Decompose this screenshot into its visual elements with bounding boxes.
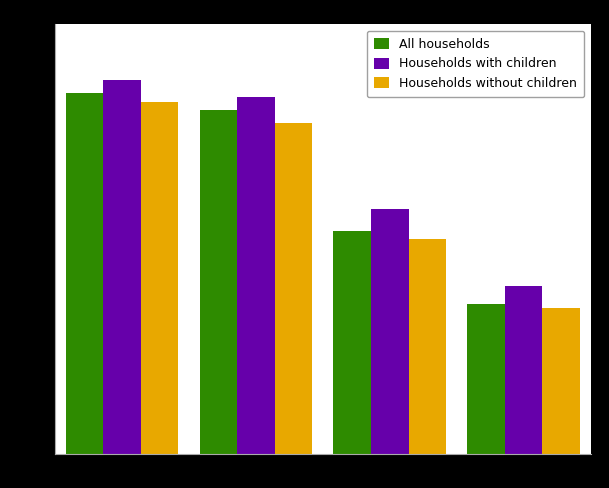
- Bar: [543, 308, 580, 454]
- Bar: [103, 80, 141, 454]
- Bar: [237, 98, 275, 454]
- Bar: [200, 110, 237, 454]
- Bar: [505, 286, 543, 454]
- Bar: [334, 230, 371, 454]
- Bar: [371, 209, 409, 454]
- Bar: [468, 304, 505, 454]
- Bar: [66, 93, 103, 454]
- Bar: [141, 102, 178, 454]
- Bar: [409, 239, 446, 454]
- Legend: All households, Households with children, Households without children: All households, Households with children…: [367, 31, 585, 97]
- Bar: [275, 123, 312, 454]
